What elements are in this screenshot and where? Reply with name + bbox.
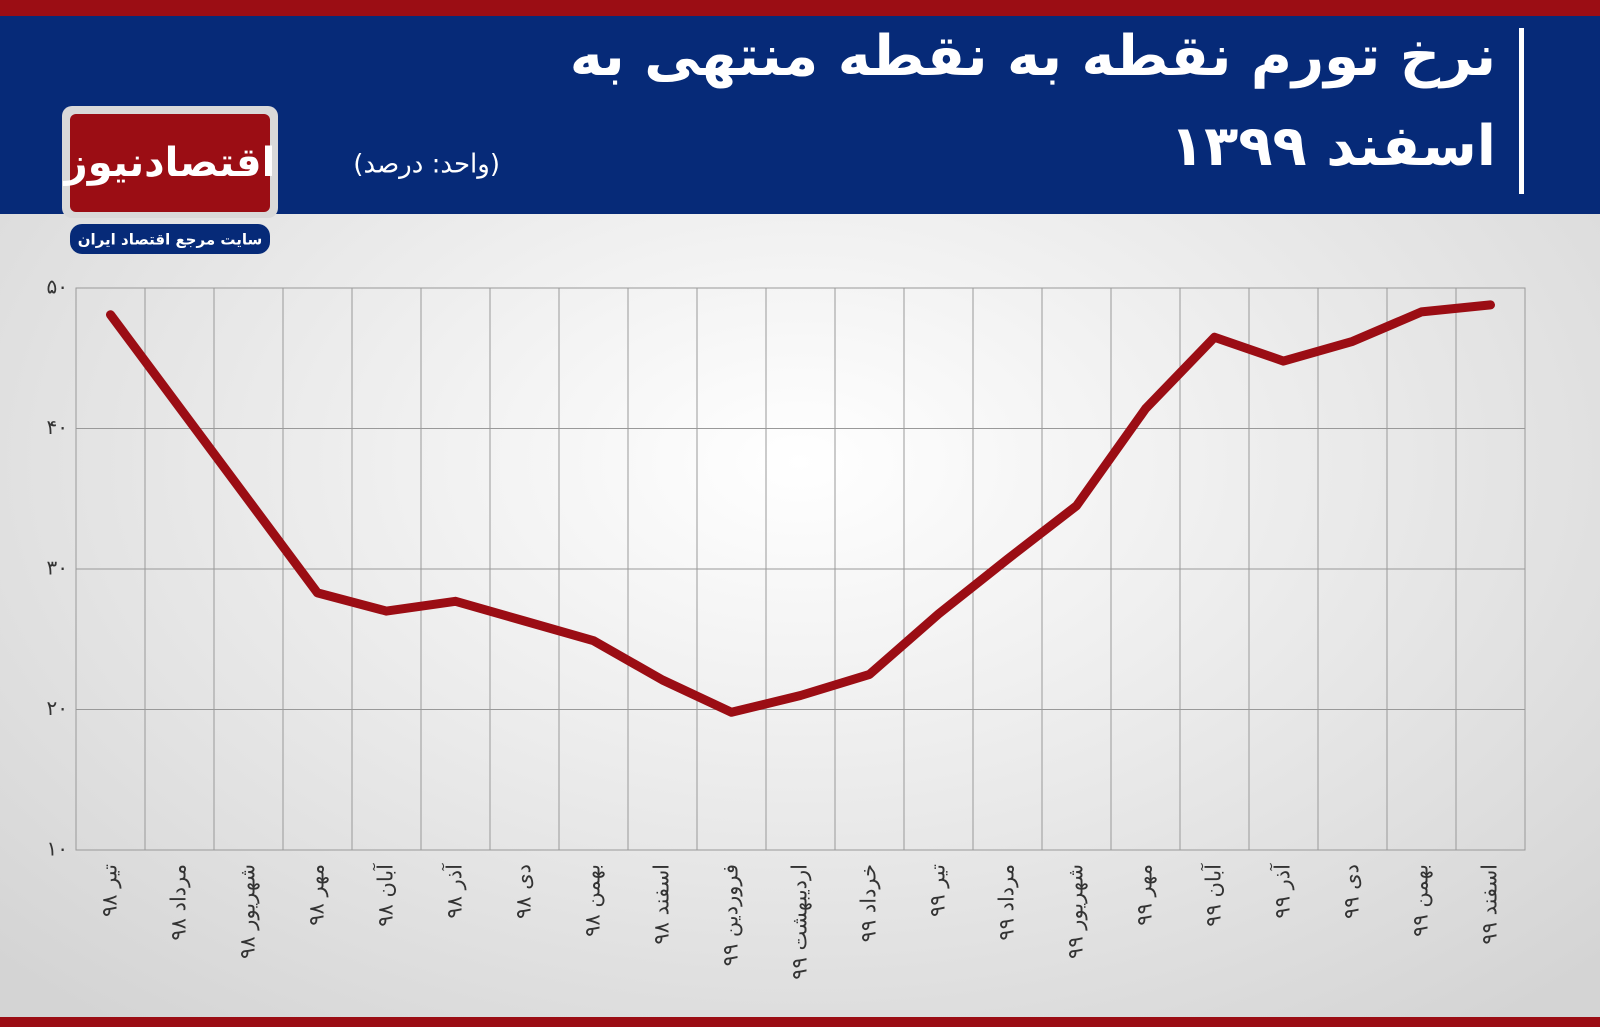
x-tick-label: تیر ۹۸ — [98, 864, 122, 917]
x-tick-label: مهر ۹۹ — [1133, 864, 1157, 926]
y-tick-label: ۴۰ — [47, 415, 68, 439]
chart-title: نرخ تورم نقطه به نقطه منتهی به — [570, 24, 1496, 89]
chart-title: اسفند ۱۳۹۹ — [1170, 114, 1496, 179]
x-tick-label: بهمن ۹۸ — [581, 864, 605, 937]
x-tick-label: خرداد ۹۹ — [857, 864, 881, 942]
x-tick-label: آذر ۹۸ — [442, 863, 467, 919]
x-tick-label: بهمن ۹۹ — [1409, 864, 1433, 937]
x-tick-label: آذر ۹۹ — [1270, 863, 1295, 919]
x-tick-label: مرداد ۹۸ — [167, 864, 191, 941]
x-tick-label: دی ۹۸ — [512, 864, 536, 919]
x-tick-label: تیر ۹۹ — [926, 864, 950, 917]
logo-tagline: سایت مرجع اقتصاد ایران — [78, 231, 262, 249]
logo-name: اقتصادنیوز — [63, 140, 276, 186]
y-tick-label: ۳۰ — [47, 556, 68, 580]
x-tick-label: دی ۹۹ — [1340, 864, 1364, 919]
title-bar — [1519, 28, 1524, 194]
top-strip — [0, 0, 1600, 16]
logo-box — [70, 114, 270, 212]
logo-tagline-box — [70, 224, 270, 254]
y-tick-label: ۵۰ — [47, 275, 68, 299]
y-tick-label: ۱۰ — [47, 837, 68, 861]
x-tick-label: اردیبهشت ۹۹ — [788, 864, 812, 980]
x-tick-label: اسفند ۹۹ — [1478, 864, 1502, 945]
x-tick-label: فروردین ۹۹ — [719, 864, 743, 966]
x-tick-label: اسفند ۹۸ — [650, 864, 674, 945]
chart-subtitle: (واحد: درصد) — [353, 150, 500, 180]
x-tick-label: مرداد ۹۹ — [995, 864, 1019, 941]
x-tick-label: شهریور ۹۹ — [1064, 864, 1088, 959]
y-tick-label: ۲۰ — [47, 696, 68, 720]
bottom-strip — [0, 1017, 1600, 1027]
line-series — [106, 300, 1495, 717]
x-tick-label: آبان ۹۹ — [1201, 863, 1226, 927]
x-tick-label: شهریور ۹۸ — [236, 864, 260, 959]
x-tick-label: مهر ۹۸ — [305, 864, 329, 926]
x-tick-label: آبان ۹۸ — [373, 863, 398, 927]
